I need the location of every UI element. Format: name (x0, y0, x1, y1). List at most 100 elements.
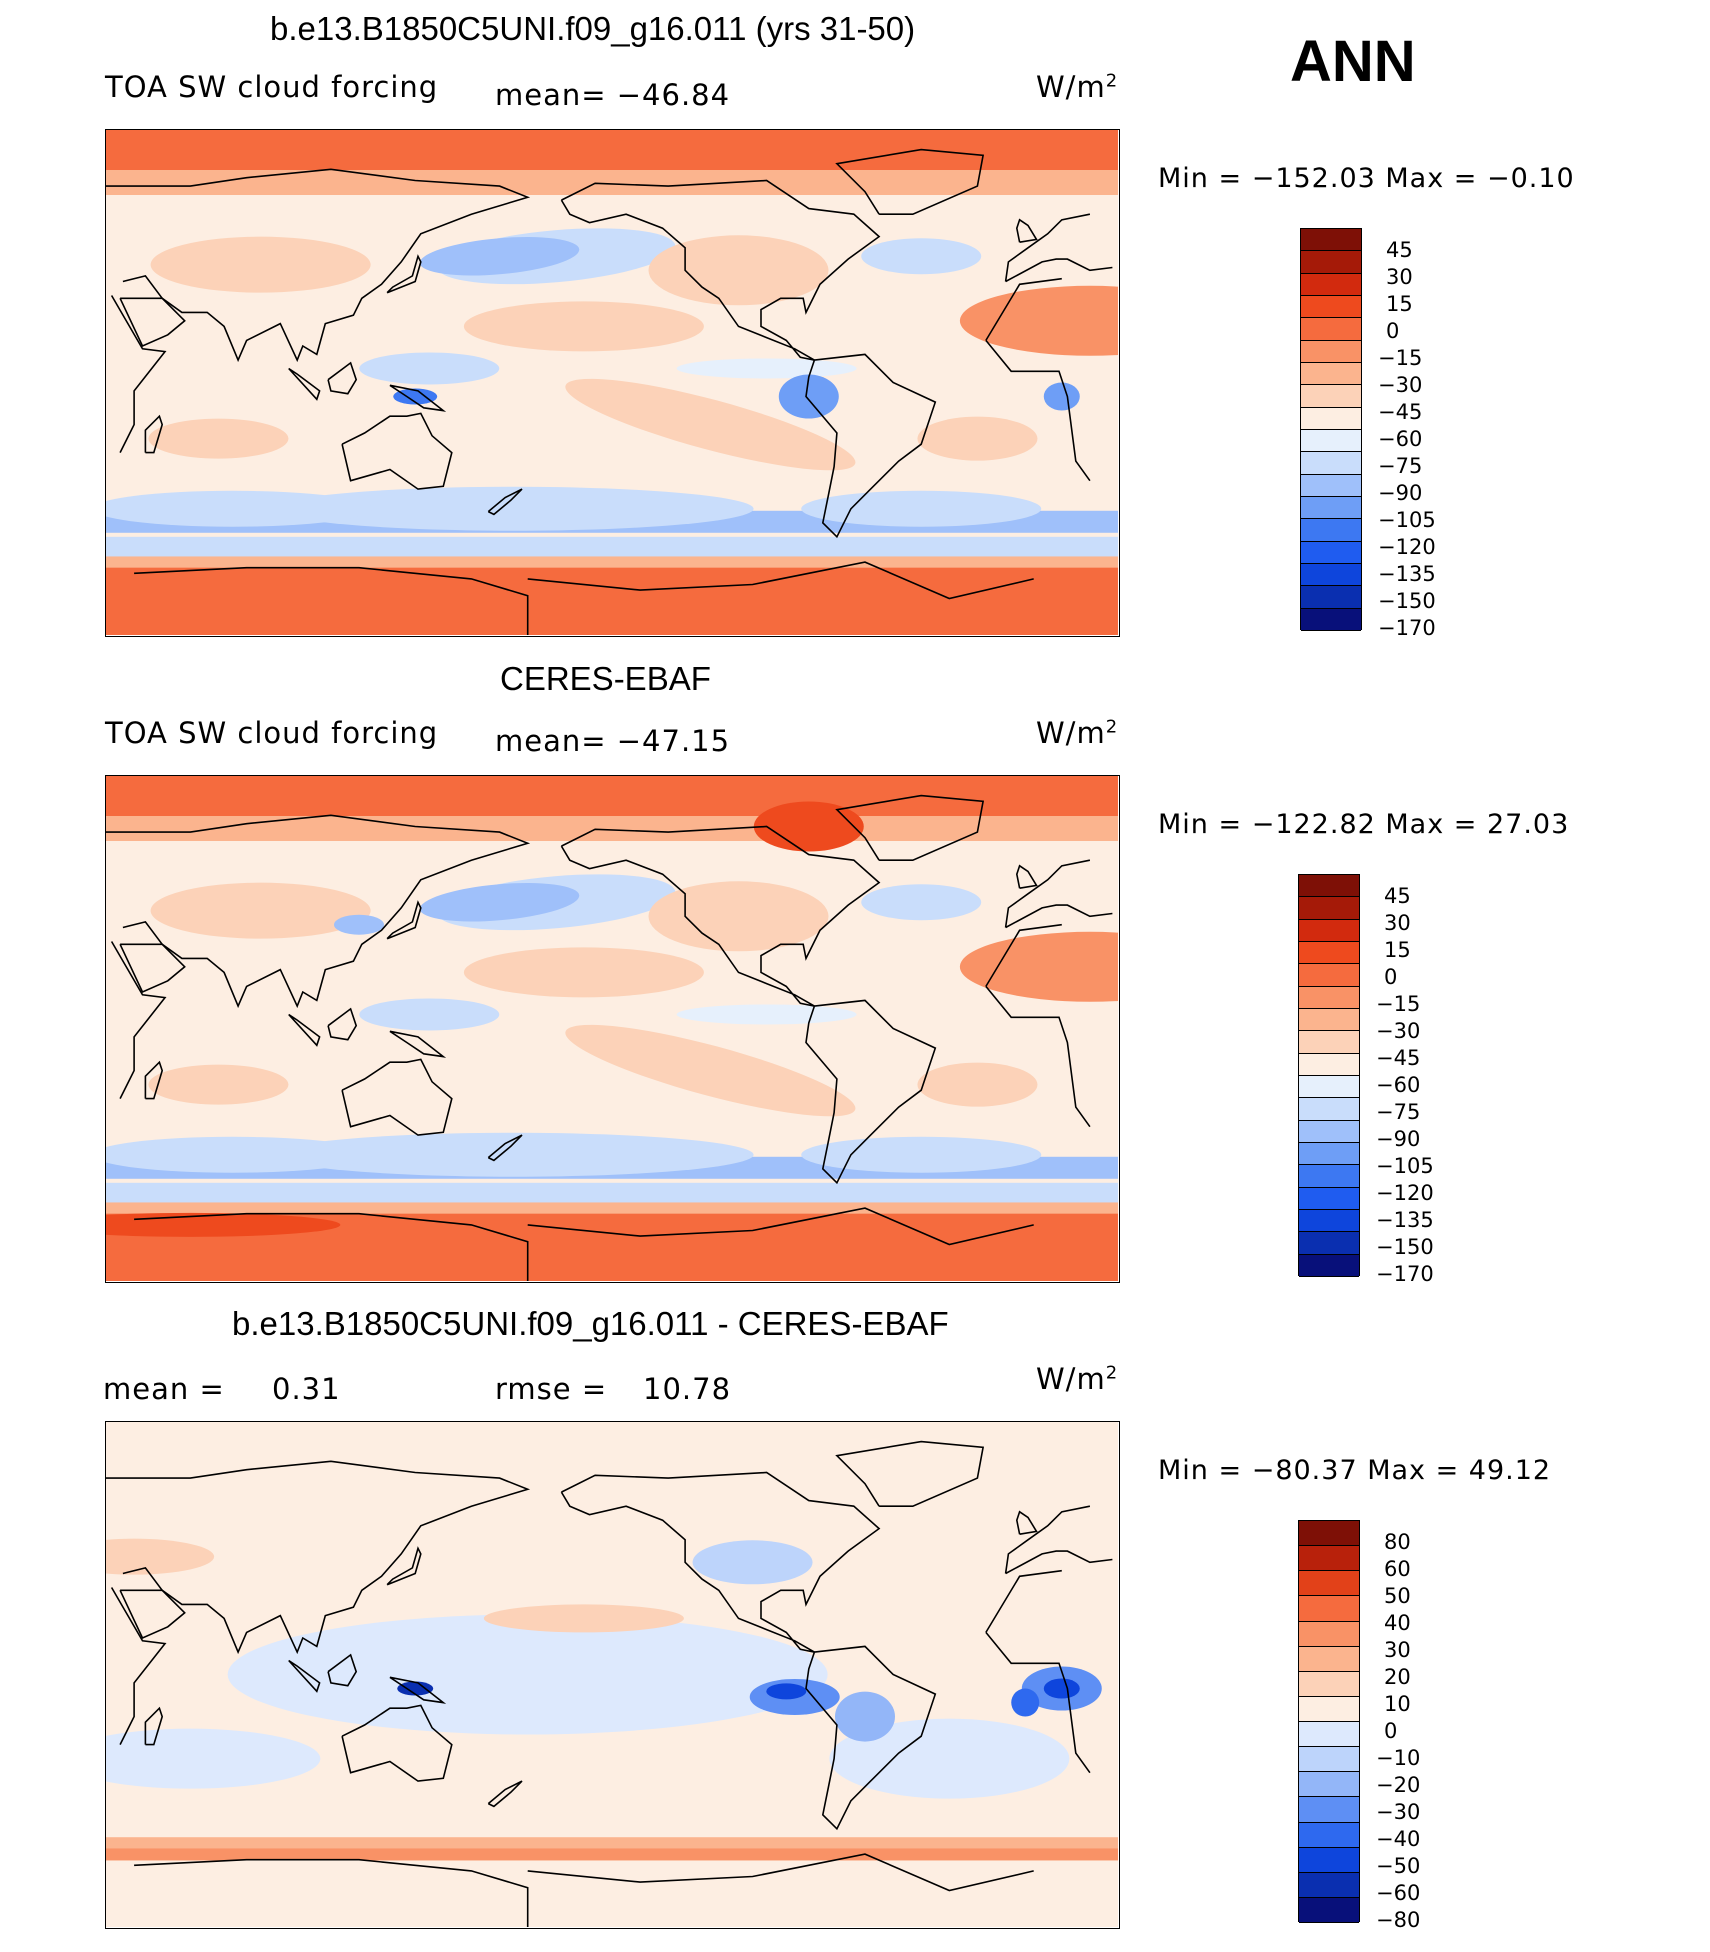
field-contour (861, 884, 982, 921)
colorbar-swatch (1299, 1165, 1359, 1188)
coastline (1015, 1510, 1038, 1535)
colorbar-swatch (1301, 430, 1361, 453)
field-contour (861, 238, 982, 275)
colorbar-swatch (1301, 497, 1361, 520)
colorbar-tick-label: −150 (1376, 1235, 1434, 1259)
coastline (110, 1569, 1091, 1774)
colorbar-tick-label: −105 (1376, 1154, 1434, 1178)
sahara-field (959, 285, 1118, 356)
coastline (560, 179, 881, 361)
sahara-field (959, 931, 1118, 1002)
colorbar-tick-label: 10 (1384, 1692, 1411, 1716)
field-contour (359, 352, 500, 385)
colorbar-tick-label: −135 (1378, 562, 1436, 586)
coastline (106, 814, 1113, 1009)
antarctic-band (106, 567, 1118, 635)
coastline (119, 297, 186, 348)
colorbar-tick-label: −40 (1376, 1827, 1421, 1851)
coastline (835, 148, 985, 215)
colorbar-tick-label: −135 (1376, 1208, 1434, 1232)
colorbar-swatch (1299, 1671, 1359, 1697)
colorbar-swatch (1301, 318, 1361, 341)
colorbar-tick-label: −80 (1376, 1908, 1421, 1932)
coastline (805, 999, 937, 1185)
field-contour (273, 486, 754, 531)
field-contour (419, 883, 580, 922)
coastline (119, 943, 186, 994)
colorbar-swatch (1299, 919, 1359, 942)
colorbar-tick-label: 30 (1384, 1638, 1411, 1662)
field-contour (106, 1538, 215, 1575)
panel2-variable-label: TOA SW cloud forcing (105, 716, 439, 750)
field-contour (359, 998, 500, 1031)
coastline (119, 1589, 186, 1640)
colorbar-swatch (1299, 1009, 1359, 1032)
colorbar-swatch (1301, 407, 1361, 430)
colorbar-swatch (1299, 1521, 1359, 1547)
coastline (327, 1653, 358, 1687)
colorbar-tick-label: −60 (1378, 427, 1423, 451)
colorbar-swatch (1299, 1143, 1359, 1166)
colorbar-swatch (1301, 229, 1361, 252)
panel3-mean-label: mean = (103, 1372, 225, 1406)
colorbar-tick-label: −30 (1376, 1800, 1421, 1824)
colorbar-swatch (1299, 1098, 1359, 1121)
colorbar-tick-label: −15 (1378, 346, 1423, 370)
field-contour (565, 1024, 856, 1117)
colorbar-swatch (1301, 251, 1361, 274)
field-contour (106, 490, 373, 527)
coastline (560, 825, 881, 1007)
colorbar-swatch (1299, 1772, 1359, 1798)
colorbar-swatch (1299, 942, 1359, 965)
colorbar-tick-label: −75 (1378, 454, 1423, 478)
coastline (288, 367, 321, 401)
colorbar-tick-label: −20 (1376, 1773, 1421, 1797)
field-contour (150, 236, 371, 293)
field-contour (676, 358, 857, 379)
field-contour (1043, 382, 1080, 411)
colorbar-tick-label: −60 (1376, 1881, 1421, 1905)
field-contour (106, 1728, 321, 1789)
colorbar-swatch (1299, 964, 1359, 987)
panel3-title: b.e13.B1850C5UNI.f09_g16.011 - CERES-EBA… (232, 1305, 949, 1342)
colorbar-tick-label: −50 (1376, 1854, 1421, 1878)
coastline (110, 277, 1091, 482)
field-contour (801, 1136, 1042, 1173)
coastline (341, 1704, 453, 1782)
field-contour (692, 1540, 813, 1585)
colorbar-swatch (1301, 608, 1361, 631)
panel2-units: W/m2 (1036, 716, 1119, 750)
panel3-map (105, 1421, 1120, 1929)
coastline (341, 1058, 453, 1136)
coastline (487, 1780, 523, 1808)
colorbar-tick-label: −45 (1378, 400, 1423, 424)
field-contour (463, 301, 704, 352)
coastline (805, 353, 937, 539)
colorbar-tick-label: 15 (1384, 938, 1411, 962)
coastline (110, 923, 1091, 1128)
field-contour (273, 1132, 754, 1177)
colorbar-swatch (1299, 1053, 1359, 1076)
field-contour (463, 947, 704, 998)
colorbar-tick-label: 50 (1384, 1584, 1411, 1608)
coastline (106, 1460, 1113, 1655)
colorbar-swatch (1299, 1210, 1359, 1233)
field-contour (829, 1718, 1070, 1799)
colorbar-tick-label: 20 (1384, 1665, 1411, 1689)
colorbar-tick-label: −120 (1376, 1181, 1434, 1205)
coastline (134, 1853, 1034, 1927)
colorbar-swatch (1299, 875, 1359, 898)
colorbar-tick-label: 45 (1384, 884, 1411, 908)
colorbar-swatch (1299, 1847, 1359, 1873)
colorbar-tick-label: 60 (1384, 1557, 1411, 1581)
panel1-map (105, 129, 1120, 637)
coastline (389, 384, 447, 412)
coastline (805, 1645, 937, 1831)
colorbar-tick-label: 40 (1384, 1611, 1411, 1635)
colorbar-swatch (1299, 1696, 1359, 1722)
panel2-title: CERES-EBAF (500, 660, 711, 697)
coastline (288, 1659, 321, 1693)
coastline (341, 412, 453, 490)
panel2-mean: mean= −47.15 (495, 724, 731, 758)
field-contour (483, 1604, 684, 1633)
